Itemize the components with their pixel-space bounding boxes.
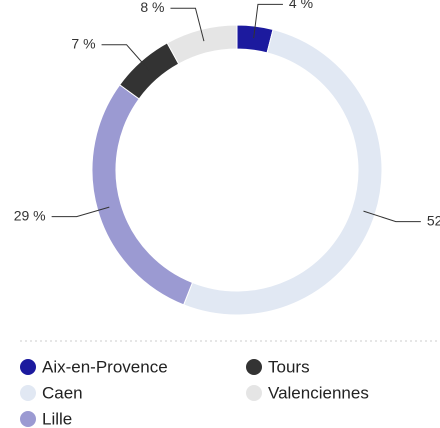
- legend-label: Lille: [42, 409, 72, 428]
- data-label: 8 %: [140, 0, 164, 15]
- legend: Aix-en-Provence Caen Lille Tours Valencienne…: [20, 357, 369, 428]
- donut-slice: [118, 42, 180, 100]
- legend-label: Aix-en-Provence: [42, 357, 168, 376]
- leader-line: [363, 210, 421, 223]
- legend-swatch: [246, 385, 262, 401]
- donut-slice: [166, 24, 238, 65]
- donut-slice: [91, 84, 194, 306]
- legend-label: Tours: [268, 357, 310, 376]
- data-label: 52 %: [427, 212, 440, 228]
- data-label: 29 %: [14, 207, 46, 223]
- legend-swatch: [20, 411, 36, 427]
- legend-swatch: [20, 359, 36, 375]
- legend-swatch: [246, 359, 262, 375]
- legend-swatch: [20, 385, 36, 401]
- legend-label: Caen: [42, 383, 83, 402]
- leader-line: [51, 206, 110, 218]
- leader-line: [101, 44, 150, 71]
- data-label: 7 %: [71, 35, 95, 51]
- donut-slice: [182, 28, 383, 316]
- data-label: 4 %: [289, 0, 313, 11]
- legend-label: Valenciennes: [268, 383, 369, 402]
- leader-line: [253, 3, 283, 39]
- leader-line: [170, 7, 205, 42]
